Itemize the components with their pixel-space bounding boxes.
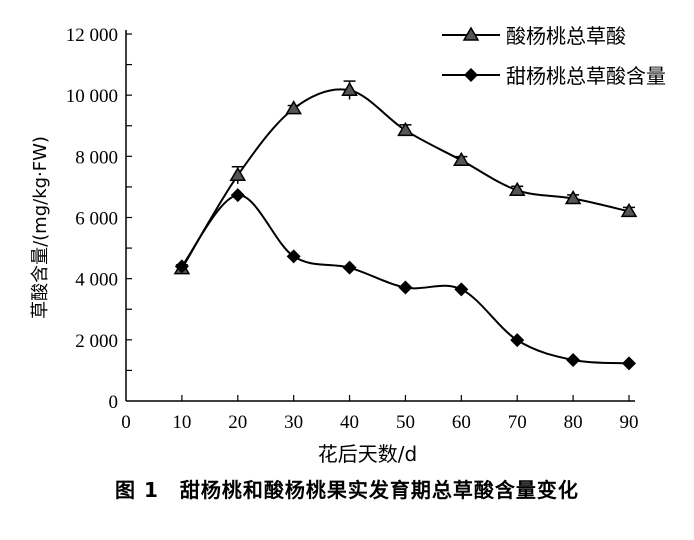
data-point-triangle	[285, 100, 302, 115]
series-line-1	[181, 194, 630, 365]
data-point-triangle	[341, 81, 358, 97]
data-point-triangle	[453, 151, 470, 167]
y-tick-label: 4 000	[75, 270, 118, 291]
data-point-diamond	[622, 356, 636, 371]
x-tick-label: 90	[620, 412, 639, 433]
y-tick-label: 8 000	[75, 147, 118, 168]
data-point-diamond	[342, 260, 357, 275]
y-tick-label: 12 000	[66, 25, 118, 46]
x-tick-label: 80	[564, 412, 583, 433]
y-tick-label: 0	[109, 392, 119, 413]
figure-caption: 图 1 甜杨桃和酸杨桃果实发育期总草酸含量变化	[115, 478, 579, 502]
x-tick-label: 0	[121, 412, 131, 433]
x-tick-label: 30	[284, 412, 303, 433]
data-point-diamond	[566, 353, 581, 368]
data-point-triangle	[508, 181, 526, 197]
data-point-diamond	[398, 280, 413, 295]
legend-diamond-icon	[464, 68, 478, 82]
x-tick-label: 70	[508, 412, 527, 433]
series-line-0	[181, 88, 630, 270]
legend-label: 甜杨桃总草酸含量	[506, 64, 666, 88]
data-point-diamond	[230, 188, 245, 203]
data-point-triangle	[564, 190, 582, 205]
data-point-diamond	[454, 282, 469, 297]
x-tick-label: 40	[340, 412, 359, 433]
y-tick-label: 6 000	[75, 209, 118, 230]
data-point-triangle	[229, 166, 247, 182]
y-tick-label: 2 000	[75, 331, 118, 352]
x-tick-label: 10	[172, 412, 191, 433]
data-point-triangle	[620, 202, 638, 218]
x-tick-label: 60	[452, 412, 471, 433]
data-point-diamond	[286, 249, 301, 264]
data-point-triangle	[397, 121, 414, 137]
y-tick-label: 10 000	[66, 86, 118, 107]
x-tick-label: 50	[396, 412, 415, 433]
x-tick-label: 20	[228, 412, 247, 433]
data-point-diamond	[510, 333, 525, 348]
x-axis-label: 花后天数/d	[318, 442, 417, 466]
data-point-diamond	[174, 259, 189, 274]
y-axis-label: 草酸含量/(mg/kg·FW)	[30, 136, 51, 319]
legend-triangle-icon	[462, 26, 480, 41]
legend-label: 酸杨桃总草酸	[506, 24, 626, 48]
